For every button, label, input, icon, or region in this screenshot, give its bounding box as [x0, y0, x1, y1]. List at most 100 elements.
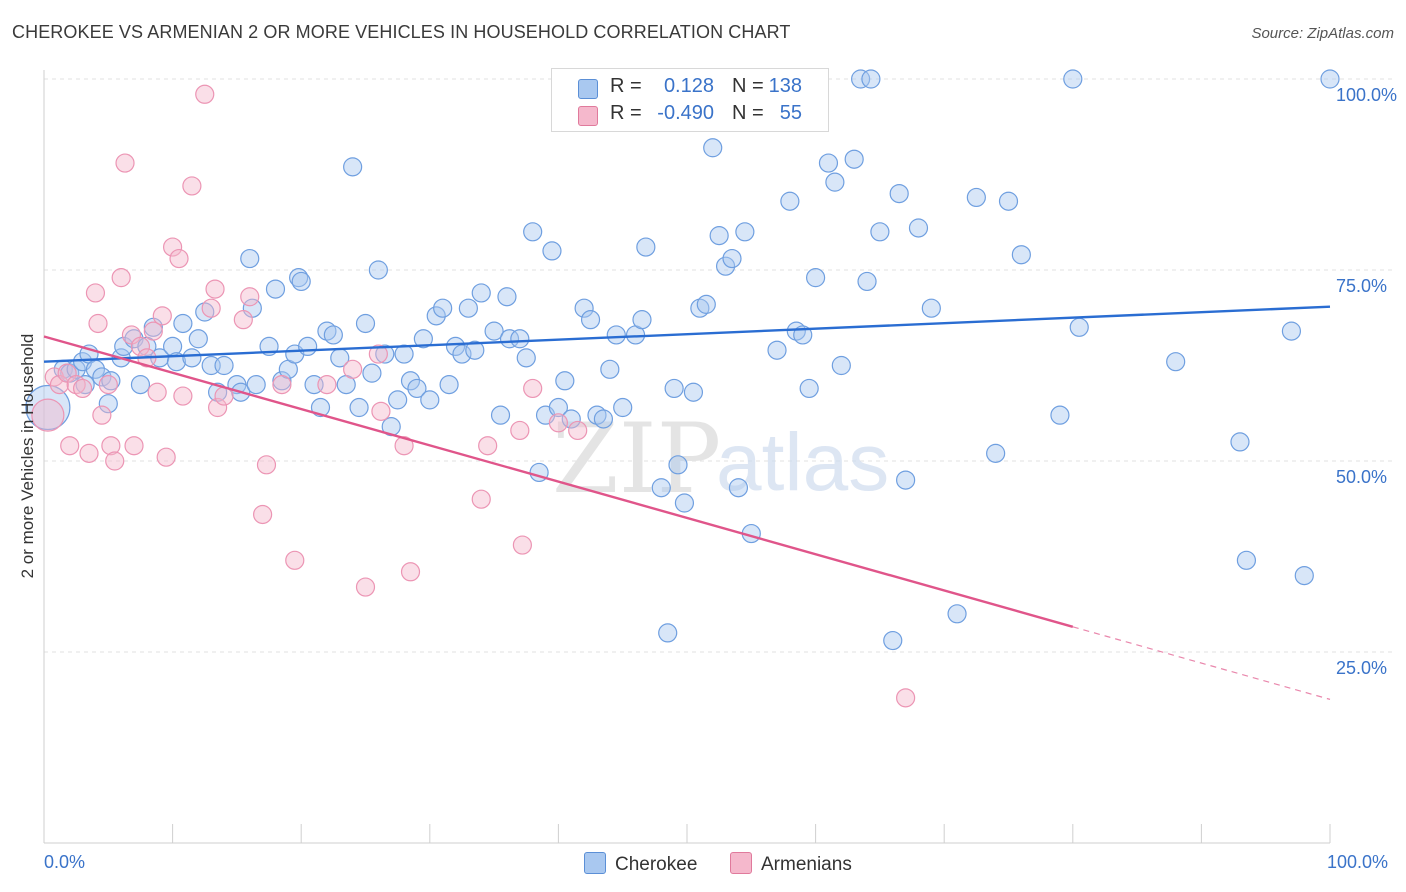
- legend-row-armenians: R = -0.490 N = 55: [552, 102, 828, 128]
- data-point: [1063, 69, 1083, 89]
- data-point: [510, 329, 530, 349]
- data-point: [857, 271, 877, 292]
- data-point: [703, 138, 723, 158]
- data-point: [343, 359, 363, 379]
- data-point: [291, 271, 311, 292]
- data-point: [240, 287, 260, 307]
- series-cherokee-points: [25, 69, 1340, 651]
- chart-title: CHEROKEE VS ARMENIAN 2 OR MORE VEHICLES …: [12, 22, 791, 42]
- data-point: [114, 336, 134, 356]
- data-point: [240, 248, 260, 269]
- data-point: [561, 409, 581, 429]
- legend-label-armenians: Armenians: [761, 854, 852, 875]
- data-point: [25, 384, 71, 431]
- data-point: [668, 455, 688, 475]
- data-point: [510, 420, 530, 441]
- data-point: [490, 405, 511, 425]
- data-point: [208, 397, 228, 418]
- data-point: [101, 436, 121, 456]
- data-point: [439, 375, 459, 395]
- data-point: [664, 378, 684, 399]
- data-point: [92, 405, 112, 425]
- legend-n-label: N =: [732, 102, 764, 124]
- data-point: [548, 397, 569, 418]
- data-point: [674, 493, 695, 513]
- data-point: [79, 443, 99, 463]
- data-point: [105, 451, 125, 471]
- data-point: [173, 313, 193, 334]
- data-point: [683, 382, 704, 402]
- y-tick-label: 100.0%: [1336, 85, 1398, 105]
- data-point: [246, 375, 266, 395]
- axes: [43, 70, 1331, 844]
- data-point: [484, 321, 504, 341]
- data-point: [355, 577, 376, 597]
- data-point: [709, 226, 729, 246]
- data-point: [394, 436, 414, 456]
- data-point: [1011, 245, 1031, 265]
- data-point: [375, 344, 395, 364]
- data-point: [542, 241, 562, 261]
- source-label: Source: ZipAtlas.com: [1251, 25, 1394, 42]
- data-point: [1069, 317, 1089, 337]
- data-point: [182, 176, 202, 196]
- data-point: [115, 153, 135, 173]
- data-point: [147, 382, 167, 402]
- data-point: [548, 413, 569, 433]
- data-point: [85, 283, 106, 303]
- data-point: [735, 222, 755, 242]
- data-point: [195, 84, 215, 104]
- data-point: [111, 268, 131, 288]
- data-point: [593, 409, 614, 429]
- data-point: [715, 256, 736, 276]
- data-point: [452, 344, 472, 364]
- data-point: [143, 321, 163, 341]
- data-point: [831, 355, 851, 376]
- data-point: [355, 313, 376, 334]
- data-point: [413, 329, 433, 349]
- data-point: [433, 298, 453, 318]
- series-armenians-points: [31, 84, 916, 708]
- legend-swatch-armenians: [578, 106, 598, 126]
- x-tick-label-max: 100.0%: [1327, 852, 1389, 872]
- data-point: [497, 287, 517, 307]
- legend-item-cherokee: Cherokee: [584, 852, 697, 876]
- correlation-legend: R = 0.128 N = 138 R = -0.490 N = 55: [551, 68, 829, 132]
- legend-swatch-cherokee: [584, 852, 606, 874]
- data-point: [349, 397, 369, 418]
- legend-r-value: -0.490: [657, 102, 714, 124]
- data-point: [861, 69, 881, 89]
- data-point: [285, 550, 305, 570]
- trend-line: [43, 305, 1331, 363]
- legend-n-value: 55: [779, 102, 802, 124]
- data-point: [523, 378, 543, 399]
- data-point: [600, 359, 620, 379]
- data-point: [780, 191, 800, 211]
- data-point: [512, 535, 532, 555]
- data-point: [124, 436, 144, 456]
- data-point: [799, 378, 819, 399]
- data-point: [1236, 550, 1257, 570]
- trend-line-extension: [1072, 626, 1331, 700]
- data-point: [574, 298, 594, 318]
- data-point: [394, 344, 414, 364]
- data-point: [388, 390, 408, 410]
- data-point: [471, 283, 491, 303]
- data-point: [947, 604, 967, 624]
- data-point: [998, 191, 1019, 211]
- legend-row-cherokee: R = 0.128 N = 138: [552, 75, 828, 101]
- legend-r-label: R =: [610, 75, 642, 97]
- data-point: [478, 436, 498, 456]
- data-point: [613, 397, 633, 418]
- data-point: [1320, 69, 1340, 89]
- data-point: [298, 336, 318, 356]
- legend-swatch-armenians: [730, 852, 752, 874]
- y-tick-label: 75.0%: [1336, 276, 1388, 296]
- data-point: [317, 375, 337, 395]
- legend-label-cherokee: Cherokee: [615, 854, 698, 875]
- data-point: [1050, 405, 1070, 425]
- data-point: [88, 313, 108, 334]
- data-point: [896, 688, 916, 708]
- y-tick-label: 50.0%: [1336, 467, 1388, 487]
- data-point: [368, 260, 388, 280]
